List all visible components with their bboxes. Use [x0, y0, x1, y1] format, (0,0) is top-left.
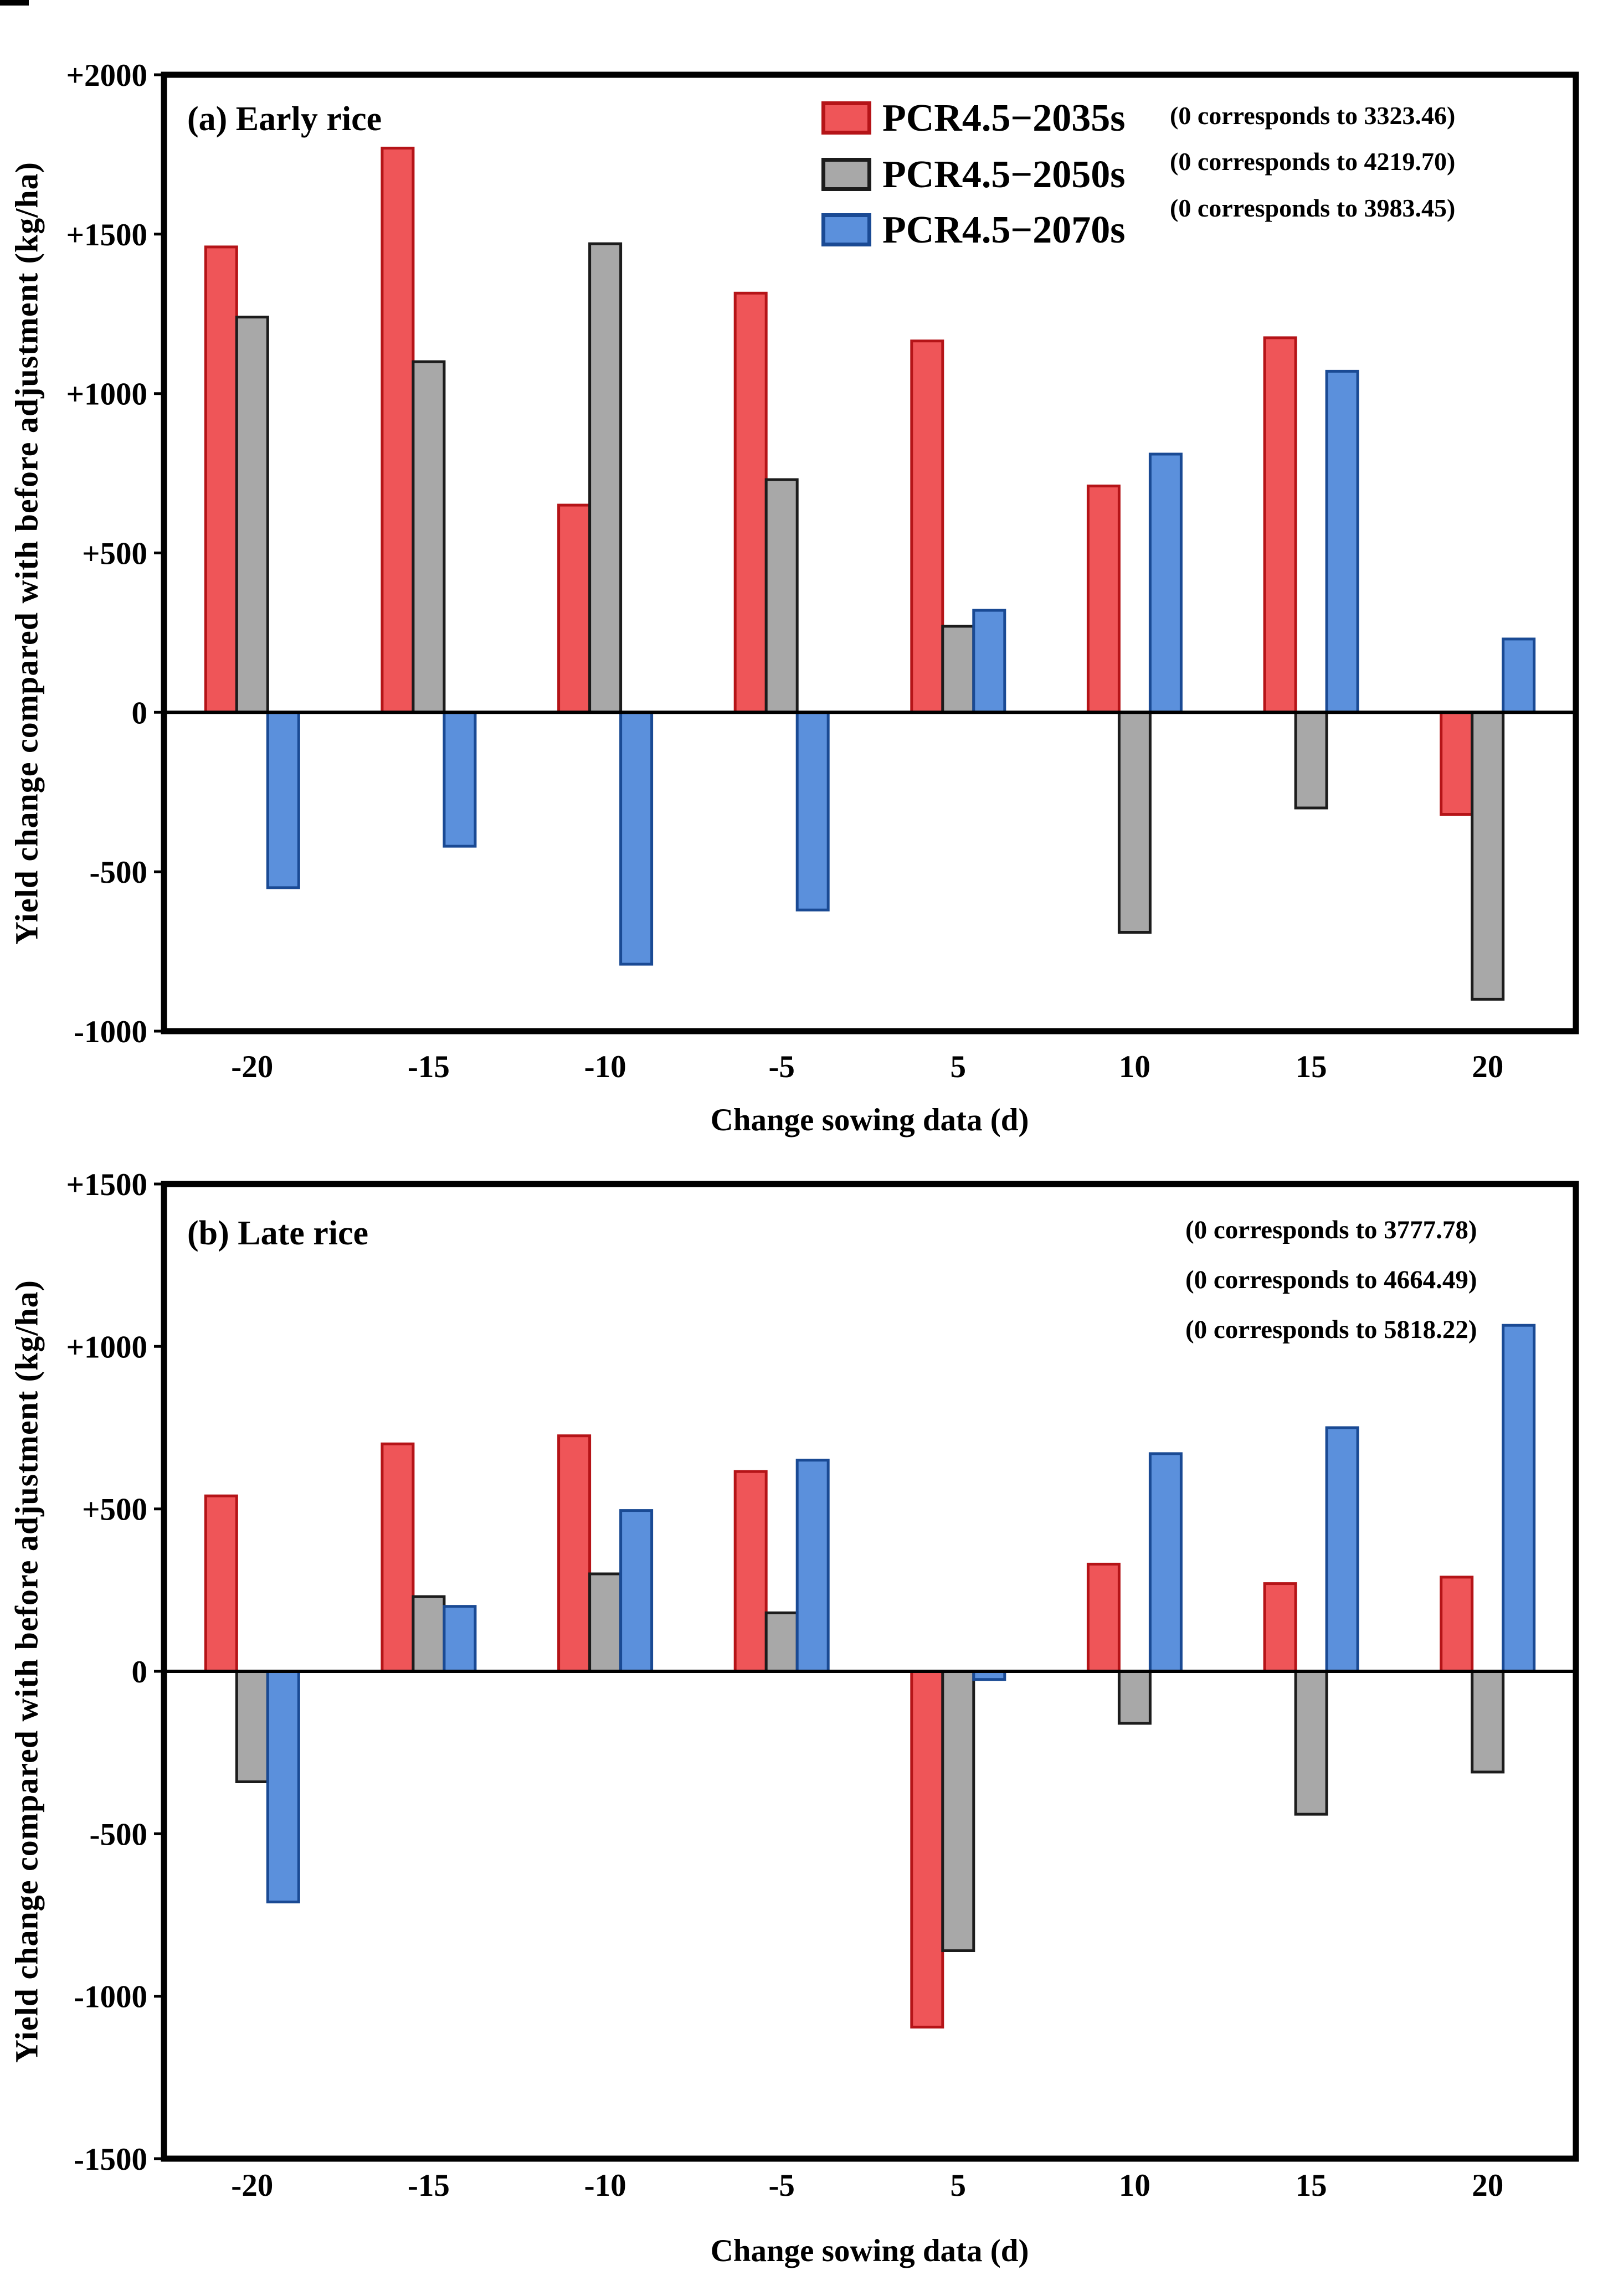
y-tick-label: +1000	[66, 1330, 147, 1365]
bar-PCR4.5−2035s-15	[1263, 1582, 1297, 1673]
y-tick-label: -1000	[74, 1980, 147, 2015]
bar-PCR4.5−2070s--5	[795, 711, 830, 912]
x-tick-label: 20	[1472, 2168, 1503, 2203]
bar-PCR4.5−2035s--5	[733, 291, 768, 714]
bar-PCR4.5−2035s-10	[1086, 1562, 1121, 1673]
x-tick-label: -10	[584, 2168, 626, 2203]
panel-b-annotation-2050s: (0 corresponds to 4664.49)	[1185, 1265, 1477, 1294]
bar-PCR4.5−2070s-15	[1325, 369, 1359, 714]
bar-PCR4.5−2070s-5	[972, 609, 1006, 714]
x-tick-label: 15	[1296, 1049, 1327, 1084]
x-tick-label: -5	[768, 1049, 794, 1084]
x-tick-label: -5	[768, 2168, 794, 2203]
bar-PCR4.5−2070s-15	[1325, 1426, 1359, 1673]
bar-PCR4.5−2050s--20	[235, 1670, 269, 1783]
x-axis-title-panel-b: Change sowing data (d)	[710, 2233, 1029, 2268]
legend-swatch-2050s	[821, 158, 871, 191]
bar-PCR4.5−2070s-20	[1502, 637, 1536, 714]
bar-PCR4.5−2035s--20	[204, 245, 238, 714]
bar-PCR4.5−2035s-5	[910, 339, 944, 714]
bar-PCR4.5−2035s--10	[557, 1434, 592, 1673]
x-tick-label: -10	[584, 1049, 626, 1084]
y-tick-label: +2000	[66, 58, 147, 93]
bar-PCR4.5−2070s-10	[1148, 1452, 1183, 1673]
x-tick-label: 10	[1119, 2168, 1150, 2203]
legend-annotation-2070s: (0 corresponds to 3983.45)	[1170, 194, 1456, 222]
x-tick-label: 5	[951, 1049, 967, 1084]
y-tick-label: -500	[90, 1817, 147, 1852]
bar-PCR4.5−2070s--15	[443, 711, 477, 848]
legend-label-2050s: PCR4.5−2050s	[882, 153, 1126, 196]
scan-artifact	[0, 0, 29, 6]
panel-a-title: (a) Early rice	[187, 100, 382, 138]
bar-PCR4.5−2035s-5	[910, 1670, 944, 2029]
bar-PCR4.5−2070s--20	[266, 711, 300, 889]
bar-PCR4.5−2035s--10	[557, 503, 592, 714]
legend-annotation-2035s: (0 corresponds to 3323.46)	[1170, 101, 1456, 130]
bar-PCR4.5−2035s--15	[381, 1442, 415, 1673]
y-tick-label: -1000	[74, 1015, 147, 1049]
y-tick-label: -500	[90, 855, 147, 890]
bar-PCR4.5−2070s--15	[443, 1605, 477, 1673]
y-tick-label: +500	[82, 537, 147, 572]
panel-b-title: (b) Late rice	[187, 1214, 369, 1252]
panel-b-annotation-2070s: (0 corresponds to 5818.22)	[1185, 1315, 1477, 1344]
x-tick-label: 15	[1296, 2168, 1327, 2203]
bar-PCR4.5−2070s-10	[1148, 452, 1183, 714]
x-axis-title-panel-a: Change sowing data (d)	[710, 1103, 1029, 1137]
x-tick-label: -20	[231, 2168, 273, 2203]
bar-PCR4.5−2070s--10	[619, 1509, 654, 1673]
y-tick-label: -1500	[74, 2142, 147, 2177]
y-tick-label: +1500	[66, 218, 147, 253]
bar-PCR4.5−2050s-20	[1471, 711, 1505, 1001]
bar-PCR4.5−2035s--5	[733, 1470, 768, 1673]
bar-PCR4.5−2050s--20	[235, 316, 269, 714]
bar-PCR4.5−2050s-15	[1294, 711, 1328, 810]
bar-PCR4.5−2070s--5	[795, 1459, 830, 1673]
panel-b-annotation-2035s: (0 corresponds to 3777.78)	[1185, 1216, 1477, 1244]
bar-PCR4.5−2035s--15	[381, 146, 415, 714]
y-axis-label-panel-b: Yield change compared with before adjust…	[8, 1280, 45, 2063]
bar-PCR4.5−2050s--15	[412, 1595, 446, 1673]
bar-PCR4.5−2050s--15	[412, 360, 446, 714]
bar-PCR4.5−2035s-10	[1086, 485, 1121, 714]
y-tick-label: +1000	[66, 377, 147, 412]
bar-PCR4.5−2050s-5	[941, 625, 975, 714]
y-tick-label: +500	[82, 1492, 147, 1527]
legend-swatch-2070s	[821, 213, 871, 246]
bar-PCR4.5−2050s--5	[764, 478, 799, 714]
y-axis-label-panel-a: Yield change compared with before adjust…	[8, 162, 45, 945]
legend-label-2035s: PCR4.5−2035s	[882, 97, 1126, 140]
legend-label-2070s: PCR4.5−2070s	[882, 209, 1126, 251]
x-tick-label: 20	[1472, 1049, 1503, 1084]
x-tick-label: -15	[408, 1049, 450, 1084]
bar-PCR4.5−2050s--5	[764, 1611, 799, 1673]
y-tick-label: 0	[132, 696, 148, 730]
bar-PCR4.5−2070s--20	[266, 1670, 300, 1903]
bar-PCR4.5−2050s--10	[588, 242, 623, 714]
bar-PCR4.5−2050s-10	[1117, 1670, 1152, 1725]
bar-PCR4.5−2050s-20	[1471, 1670, 1505, 1774]
bar-PCR4.5−2050s-15	[1294, 1670, 1328, 1816]
x-tick-label: 5	[951, 2168, 967, 2203]
x-tick-label: -20	[231, 1049, 273, 1084]
y-tick-label: 0	[132, 1655, 148, 1690]
x-tick-label: -15	[408, 2168, 450, 2203]
y-tick-label: +1500	[66, 1167, 147, 1202]
bar-PCR4.5−2070s-20	[1502, 1324, 1536, 1673]
bar-PCR4.5−2035s-20	[1440, 1576, 1474, 1673]
bar-PCR4.5−2050s-5	[941, 1670, 975, 1952]
bar-PCR4.5−2050s--10	[588, 1572, 623, 1673]
x-tick-label: 10	[1119, 1049, 1150, 1084]
bar-PCR4.5−2070s--10	[619, 711, 654, 966]
legend-swatch-2035s	[821, 101, 871, 135]
bar-PCR4.5−2035s-15	[1263, 336, 1297, 714]
bar-PCR4.5−2035s-20	[1440, 711, 1474, 816]
bar-PCR4.5−2050s-10	[1117, 711, 1152, 934]
bar-PCR4.5−2035s--20	[204, 1494, 238, 1673]
legend-annotation-2050s: (0 corresponds to 4219.70)	[1170, 147, 1456, 176]
